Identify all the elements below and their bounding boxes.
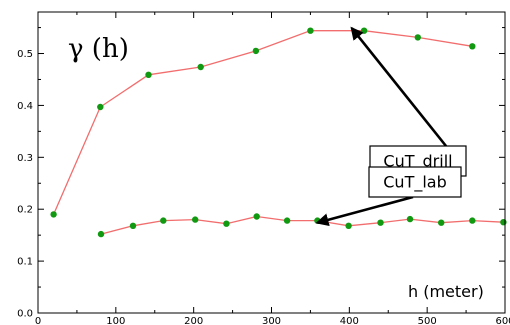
data-point-cut-lab <box>345 222 352 229</box>
data-point-cut-drill <box>252 47 260 55</box>
callout-box-cut-lab <box>368 166 462 198</box>
data-point-cut-lab <box>438 219 445 226</box>
data-point-cut-lab <box>129 222 137 229</box>
y-tick-label: 0.1 <box>17 257 33 268</box>
axis-layer: 0 100 200 300 400 500 600 0.0 0.1 0.2 0.3 0.4 0.5 <box>17 11 510 325</box>
y-tick-label: 0.3 <box>17 153 33 164</box>
data-point-cut-drill <box>97 103 104 111</box>
data-point-cut-lab <box>500 219 507 226</box>
callout-arrow-cut-lab <box>315 195 414 227</box>
y-tick-label: 0.5 <box>17 49 33 60</box>
data-point-cut-lab <box>377 219 384 226</box>
data-point-cut-drill <box>145 71 152 79</box>
series-line-cut-lab <box>100 215 504 235</box>
chart-title: γ (h) <box>68 34 129 64</box>
data-point-cut-drill <box>469 43 476 50</box>
data-point-cut-lab <box>469 217 476 224</box>
data-point-cut-lab <box>192 216 199 223</box>
x-tick-label: 500 <box>418 316 437 325</box>
x-tick-label: 300 <box>262 316 281 325</box>
data-point-cut-drill <box>50 211 57 218</box>
x-tick-label: 0 <box>35 316 41 325</box>
data-point-cut-drill <box>360 27 368 34</box>
x-tick-label: 400 <box>340 316 359 325</box>
callout-label-cut-lab: CuT_lab <box>383 173 447 193</box>
x-axis-title: h (meter) <box>408 282 484 301</box>
x-tick-label: 100 <box>106 316 125 325</box>
data-point-cut-lab <box>223 220 230 227</box>
data-point-cut-drill <box>414 34 421 41</box>
data-point-cut-lab <box>406 215 414 223</box>
data-point-cut-lab <box>160 217 167 224</box>
y-tick-label: 0.4 <box>17 101 33 112</box>
y-tick-label: 0.2 <box>17 205 33 216</box>
data-point-cut-lab <box>283 217 291 224</box>
data-point-cut-drill <box>197 63 204 71</box>
x-tick-label: 600 <box>495 316 510 325</box>
data-point-cut-lab <box>253 213 260 220</box>
data-point-cut-drill <box>307 27 314 34</box>
data-point-cut-lab <box>97 230 105 238</box>
callout-arrow-cut-drill <box>350 26 448 147</box>
y-tick-label: 0.0 <box>17 309 33 320</box>
series-layer <box>50 27 507 238</box>
x-tick-label: 200 <box>184 316 203 325</box>
